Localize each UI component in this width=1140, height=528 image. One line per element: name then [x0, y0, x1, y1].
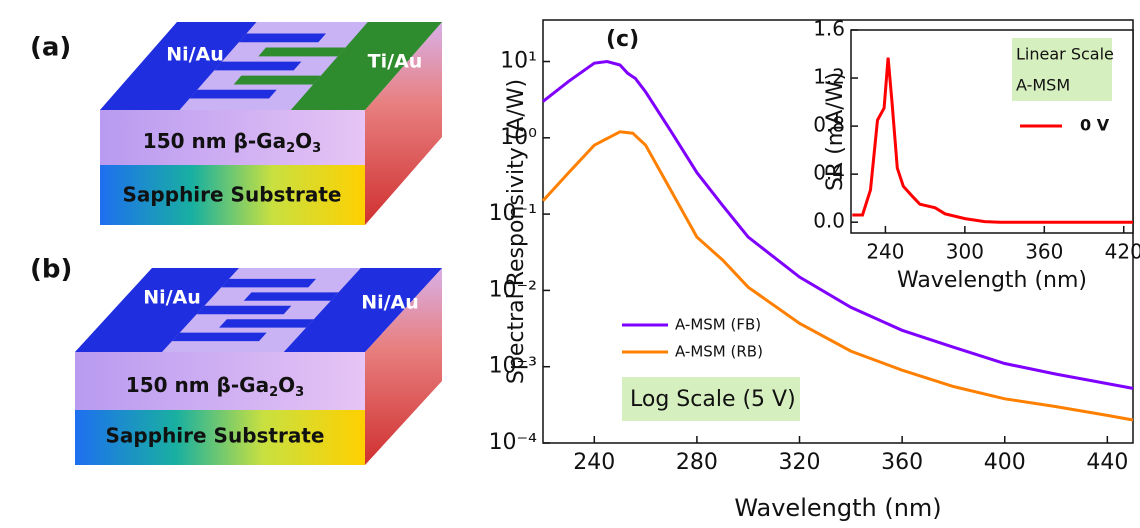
y-tick-label: 0.0: [813, 209, 845, 233]
panel-label: (a): [30, 33, 71, 63]
finger: [243, 292, 339, 301]
finger: [258, 47, 346, 57]
legend-label: 0 V: [1080, 116, 1110, 135]
film-label: 150 nm β-Ga2O3: [143, 129, 321, 156]
x-tick-label: 440: [1086, 450, 1128, 475]
y-tick-label: 10⁻¹: [489, 201, 537, 226]
finger: [219, 319, 314, 328]
plot-frame: [850, 29, 1134, 234]
y-tick-label: 1.2: [813, 65, 845, 89]
y-axis-label: Spectral Responsivity (A/W): [504, 79, 529, 384]
x-tick-label: 240: [573, 450, 615, 475]
y-tick-label: 0.8: [813, 113, 845, 137]
contact-label: Ni/Au: [166, 44, 224, 66]
annotation: A-MSM: [1016, 76, 1070, 95]
finger: [233, 75, 321, 85]
side-face: [365, 268, 442, 465]
finger: [214, 61, 302, 71]
substrate-label: Sapphire Substrate: [106, 424, 325, 448]
film-label-part: 2: [269, 385, 278, 400]
contact-label: Ti/Au: [368, 51, 423, 73]
finger: [196, 305, 292, 315]
y-tick-label: 10¹: [500, 49, 537, 74]
substrate-label: Sapphire Substrate: [123, 183, 342, 207]
panel-label: (b): [30, 255, 72, 285]
finger: [221, 278, 316, 288]
panel-label: (c): [606, 27, 639, 52]
film-label-part: 3: [312, 141, 321, 156]
y-tick-label: 10⁰: [500, 125, 537, 150]
y-tick-label: 1.6: [813, 17, 845, 41]
film-label-part: 3: [295, 385, 304, 400]
contact-label: Ni/Au: [361, 292, 419, 314]
side-face: [365, 22, 442, 225]
annotation: Log Scale (5 V): [630, 387, 796, 412]
y-tick-label: 10⁻³: [489, 354, 537, 379]
finger: [189, 89, 277, 99]
substrate-layer: [100, 165, 365, 225]
series-line: [852, 57, 1133, 224]
finger: [238, 33, 326, 43]
y-axis-label: SR (mA/W): [823, 72, 848, 191]
x-tick-label: 320: [779, 450, 821, 475]
series-line: [542, 59, 1134, 390]
contact-left: [75, 268, 239, 352]
film-label-part: 150 nm β-Ga: [143, 129, 286, 153]
film-label-part: 150 nm β-Ga: [126, 373, 269, 397]
film-layer: [100, 110, 365, 165]
series-line: [541, 130, 1134, 422]
contact-label: Ni/Au: [143, 287, 201, 309]
film-label: 150 nm β-Ga2O3: [126, 373, 304, 400]
contact-left: [100, 22, 257, 110]
legend-label: A-MSM (FB): [675, 316, 761, 334]
y-tick-label: 10⁻⁴: [489, 430, 538, 455]
legend-label: A-MSM (RB): [675, 343, 763, 361]
substrate-layer: [75, 410, 365, 465]
film-layer: [75, 352, 365, 410]
contact-right: [290, 22, 442, 110]
x-tick-label: 400: [984, 450, 1026, 475]
x-tick-label: 360: [1025, 240, 1063, 264]
film-label-part: O: [295, 129, 312, 153]
annotation-box: [622, 377, 800, 421]
x-tick-label: 420: [1105, 240, 1140, 264]
x-tick-label: 300: [946, 240, 984, 264]
y-tick-label: 10⁻²: [489, 277, 537, 302]
film-label-part: O: [278, 373, 295, 397]
contact-right: [283, 268, 442, 352]
annotation-box: [1012, 38, 1112, 101]
x-axis-label: Wavelength (nm): [897, 268, 1087, 293]
film-label-part: 2: [286, 141, 295, 156]
annotation: Linear Scale: [1016, 45, 1114, 64]
x-tick-label: 360: [881, 450, 923, 475]
finger: [172, 332, 267, 342]
x-axis-label: Wavelength (nm): [734, 494, 941, 522]
x-tick-label: 280: [676, 450, 718, 475]
y-tick-label: 0.4: [813, 161, 845, 185]
x-tick-label: 240: [866, 240, 904, 264]
